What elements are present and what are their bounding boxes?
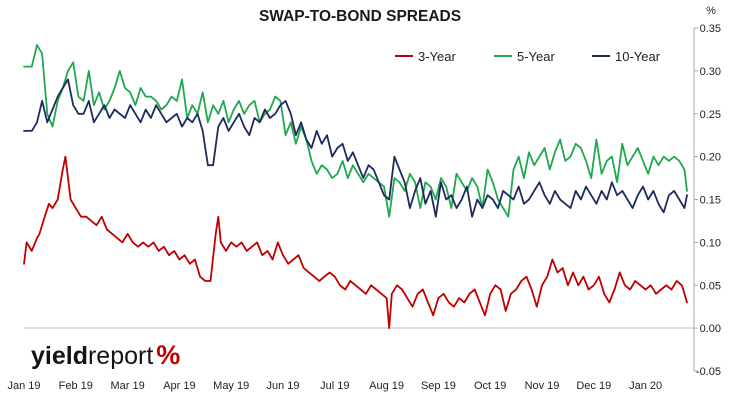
x-tick-label: Mar 19	[110, 380, 144, 392]
y-tick-label: 0.30	[700, 66, 721, 78]
logo-part-percent: %	[156, 340, 180, 370]
y-tick-label: -0.05	[696, 366, 721, 378]
legend-label-5-year: 5-Year	[517, 49, 555, 64]
y-tick-label: 0.00	[700, 323, 721, 335]
chart-legend: 3-Year 5-Year 10-Year	[395, 49, 661, 64]
y-axis-unit: %	[706, 5, 716, 17]
x-tick-label: May 19	[213, 380, 249, 392]
y-tick-label: 0.35	[700, 23, 721, 35]
x-tick-label: Jan 19	[7, 380, 40, 392]
x-tick-label: Apr 19	[163, 380, 195, 392]
legend-label-3-year: 3-Year	[418, 49, 456, 64]
series-line-5-year	[23, 44, 688, 218]
x-tick-label: Sep 19	[421, 380, 456, 392]
x-tick-label: Jun 19	[266, 380, 299, 392]
plot-area: 0.35 0.30 0.25 0.20 0.15 0.10 0.05 0.00 -0.05 Ja…	[7, 23, 721, 392]
x-axis-ticks: Jan 19 Feb 19 Mar 19 Apr 19 May 19 Jun 19 Jul …	[7, 380, 662, 392]
y-tick-label: 0.15	[700, 195, 721, 207]
logo-part-report: report	[88, 342, 153, 370]
y-tick-label: 0.10	[700, 237, 721, 249]
series-line-3-year	[23, 155, 688, 330]
x-tick-label: Jan 20	[629, 380, 662, 392]
chart-title: SWAP-TO-BOND SPREADS	[259, 8, 461, 25]
x-tick-label: Feb 19	[59, 380, 93, 392]
legend-item-5-year: 5-Year	[494, 49, 555, 64]
series-line-10-year	[23, 78, 688, 218]
x-tick-label: Nov 19	[525, 380, 560, 392]
y-tick-label: 0.05	[700, 280, 721, 292]
y-tick-label: 0.20	[700, 152, 721, 164]
y-axis-ticks: 0.35 0.30 0.25 0.20 0.15 0.10 0.05 0.00 -0.05	[694, 23, 721, 378]
legend-label-10-year: 10-Year	[615, 49, 661, 64]
series-lines	[23, 44, 688, 330]
y-tick-label: 0.25	[700, 109, 721, 121]
x-tick-label: Aug 19	[369, 380, 404, 392]
legend-item-10-year: 10-Year	[592, 49, 661, 64]
x-tick-label: Dec 19	[576, 380, 611, 392]
x-tick-label: Jul 19	[320, 380, 349, 392]
x-tick-label: Oct 19	[474, 380, 506, 392]
legend-item-3-year: 3-Year	[395, 49, 456, 64]
yieldreport-logo: yieldreport%	[31, 340, 180, 370]
logo-part-yield: yield	[31, 342, 88, 370]
logo-wordmark: yieldreport%	[31, 340, 180, 370]
